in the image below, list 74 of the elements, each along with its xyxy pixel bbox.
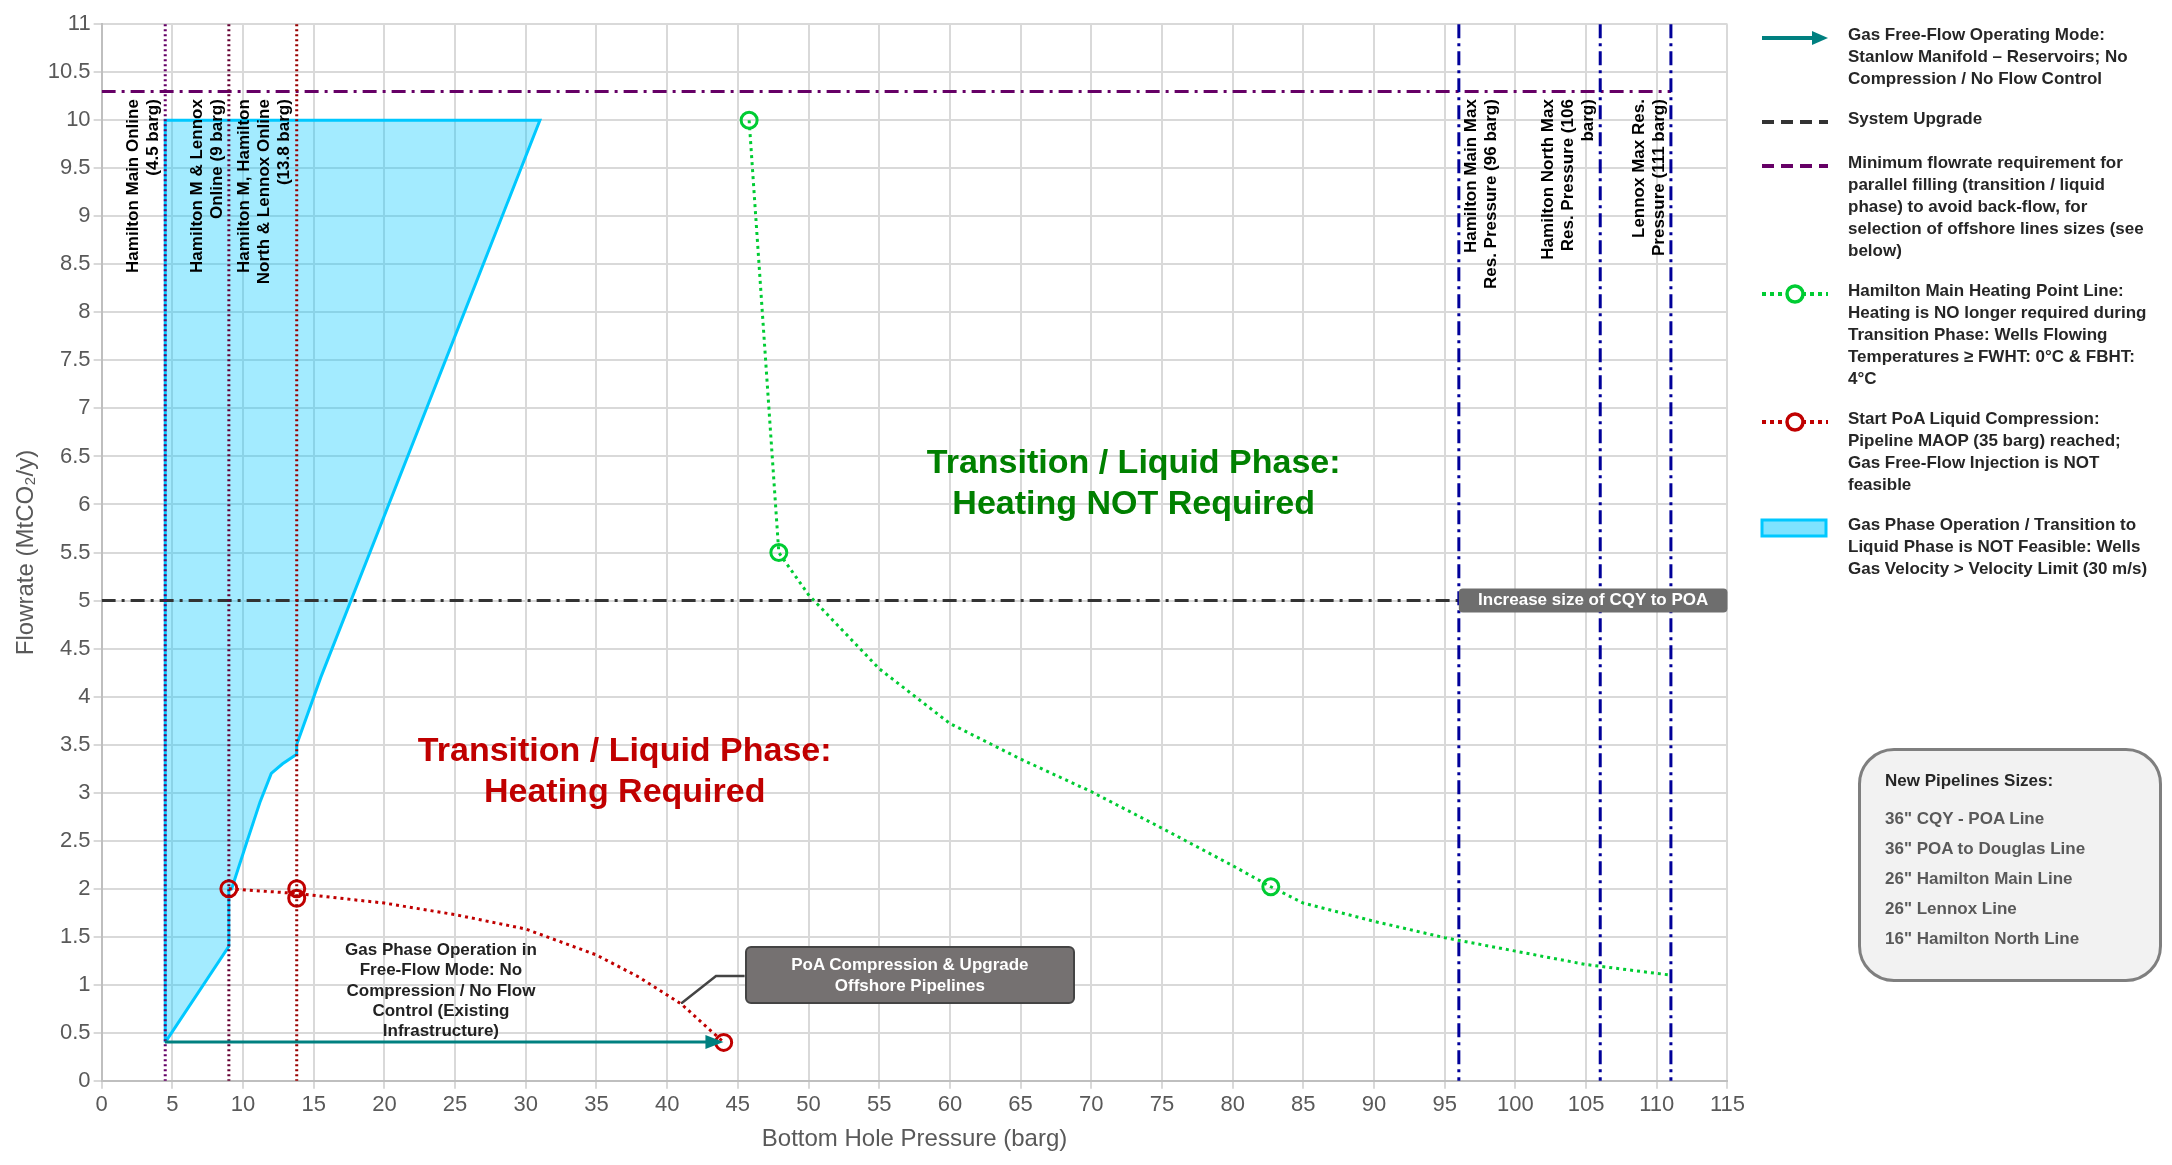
legend-label: System Upgrade xyxy=(1848,108,1983,130)
ref-line-label: Hamilton Main Online (4.5 barg) xyxy=(122,99,162,273)
y-tick-label: 8 xyxy=(78,298,91,324)
x-tick-label: 115 xyxy=(1709,1091,1745,1117)
point xyxy=(287,888,307,908)
y-tick-label: 6 xyxy=(78,490,91,516)
y-tick-label: 0.5 xyxy=(60,1018,91,1044)
point xyxy=(287,879,307,899)
y-tick-label: 7 xyxy=(78,394,91,420)
point xyxy=(714,1032,734,1052)
x-tick-label: 105 xyxy=(1567,1091,1605,1117)
ref-line-label: Lennox Max Res. Pressure (111 barg) xyxy=(1628,99,1668,256)
x-tick-label: 10 xyxy=(230,1091,256,1117)
x-tick-label: 45 xyxy=(725,1091,751,1117)
x-tick-label: 50 xyxy=(796,1091,821,1117)
y-tick-label: 5.5 xyxy=(60,538,91,564)
y-tick-label: 2.5 xyxy=(60,826,91,852)
x-tick-label: 80 xyxy=(1220,1091,1245,1117)
legend-label: Minimum flowrate requirement for parallel filling (transition / liquid phase) to avoid back-flow, for selection of offshore lines sizes (see below) xyxy=(1848,152,2145,262)
y-tick-label: 1 xyxy=(78,970,91,996)
y-tick-label: 4 xyxy=(78,682,91,708)
annotation: Transition / Liquid Phase: Heating Required xyxy=(417,730,832,810)
x-tick-label: 15 xyxy=(301,1091,326,1117)
x-tick-label: 70 xyxy=(1079,1091,1104,1117)
x-tick-label: 60 xyxy=(937,1091,963,1117)
x-tick-label: 90 xyxy=(1361,1091,1387,1117)
annotation: Transition / Liquid Phase: Heating NOT Required xyxy=(926,442,1341,522)
ref-line-label: Hamilton North Max Res. Pressure (106 barg) xyxy=(1537,98,1597,260)
y-tick-label: 10 xyxy=(66,106,91,132)
x-axis-title: Bottom Hole Pressure (barg) xyxy=(761,1124,1068,1152)
ref-line-label: Hamilton M, Hamilton North & Lennox Online (13.8 barg) xyxy=(234,99,294,285)
x-tick-label: 35 xyxy=(584,1091,609,1117)
x-tick-label: 95 xyxy=(1432,1091,1457,1117)
y-tick-label: 9 xyxy=(78,202,91,228)
y-tick-label: 4.5 xyxy=(60,634,91,660)
y-tick-label: 3 xyxy=(78,778,91,804)
x-tick-label: 30 xyxy=(513,1091,538,1117)
point xyxy=(739,110,759,130)
annotation: Gas Phase Operation in Free-Flow Mode: No Compression / No Flow Control (Existing Infrastructure) xyxy=(345,939,537,1041)
ref-line-label: Hamilton Main Max Res. Pressure (96 barg) xyxy=(1460,98,1500,290)
x-tick-label: 55 xyxy=(866,1091,892,1117)
y-tick-label: 7.5 xyxy=(60,346,91,372)
text: Gas Free-Flow Operating Mode: Stanlow Manifold – Reservoirs; No Compression / No Flow Control xyxy=(1848,24,2129,90)
x-tick-label: 40 xyxy=(654,1091,680,1117)
annotation: Increase size of CQY to POA xyxy=(1478,590,1709,610)
x-tick-label: 100 xyxy=(1497,1091,1534,1117)
x-tick-label: 110 xyxy=(1639,1091,1675,1117)
y-tick-label: 2 xyxy=(78,874,91,900)
y-tick-label: 1.5 xyxy=(60,922,91,948)
x-tick-label: 75 xyxy=(1149,1091,1175,1117)
x-tick-label: 5 xyxy=(166,1091,179,1117)
y-tick-label: 8.5 xyxy=(60,250,91,276)
y-tick-label: 11 xyxy=(67,10,91,36)
y-tick-label: 9.5 xyxy=(60,154,91,180)
ref-line-label: Hamilton M & Lennox Online (9 barg) xyxy=(186,98,226,273)
legend-label: Start PoA Liquid Compression: Pipeline MAOP (35 barg) reached; Gas Free-Flow Injection is NOT feasible xyxy=(1848,408,2122,496)
y-tick-label: 3.5 xyxy=(60,730,91,756)
x-tick-label: 25 xyxy=(442,1091,468,1117)
y-tick-label: 5 xyxy=(78,586,91,612)
pipeline-sizes-card: New Pipelines Sizes: 36" CQY - POA Line 36" POA to Douglas Line 26" Hamilton Main Line 26" Lennox Line 16" Hamilton North Line xyxy=(1858,748,2162,982)
legend-label: Hamilton Main Heating Point Line: Heating is NO longer required during Transition Phase: Wells Flowing Temperatures ≥ FWHT: 0°C & FBHT: 4°C xyxy=(1848,280,2148,390)
legend-label: Gas Phase Operation / Transition to Liquid Phase is NOT Feasible: Wells Gas Velocity > Velocity Limit (30 m/s) xyxy=(1848,514,2149,580)
point xyxy=(769,543,789,562)
annotation: PoA Compression & Upgrade Offshore Pipelines xyxy=(744,946,1075,1005)
point xyxy=(1261,877,1281,897)
point xyxy=(219,879,239,899)
x-tick-label: 65 xyxy=(1008,1091,1033,1117)
x-tick-label: 85 xyxy=(1291,1091,1316,1117)
y-tick-label: 0 xyxy=(78,1066,91,1092)
y-axis-title: Flowrate (MtCO₂/y) xyxy=(11,449,39,656)
y-tick-label: 10.5 xyxy=(47,58,91,84)
x-tick-label: 0 xyxy=(95,1091,108,1117)
y-tick-label: 6.5 xyxy=(60,442,91,468)
x-tick-label: 20 xyxy=(372,1091,397,1117)
